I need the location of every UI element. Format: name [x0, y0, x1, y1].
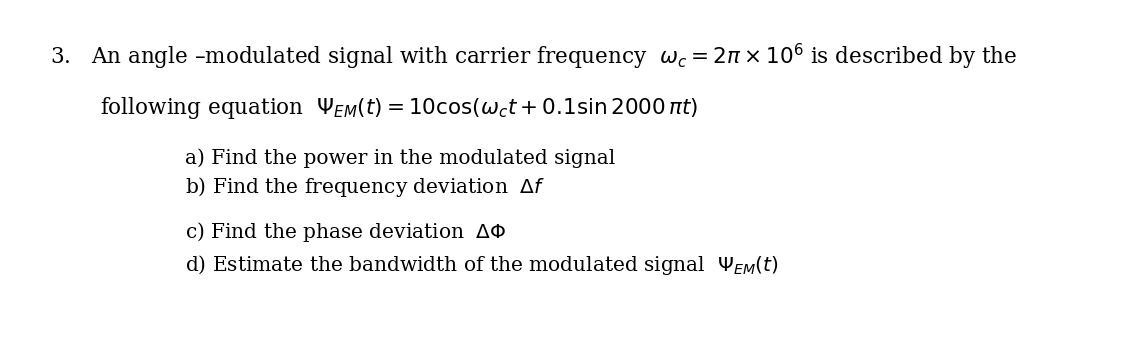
- Text: c) Find the phase deviation  $\Delta\Phi$: c) Find the phase deviation $\Delta\Phi$: [185, 220, 506, 244]
- Text: b) Find the frequency deviation  $\Delta f$: b) Find the frequency deviation $\Delta …: [185, 175, 545, 199]
- Text: 3.   An angle –modulated signal with carrier frequency  $\omega_c = 2\pi \times : 3. An angle –modulated signal with carri…: [50, 42, 1017, 72]
- Text: following equation  $\Psi_{EM}(t) = 10\cos(\omega_c t + 0.1\sin 2000\,\pi t)$: following equation $\Psi_{EM}(t) = 10\co…: [100, 95, 698, 121]
- Text: d) Estimate the bandwidth of the modulated signal  $\Psi_{EM}(t)$: d) Estimate the bandwidth of the modulat…: [185, 253, 778, 277]
- Text: a) Find the power in the modulated signal: a) Find the power in the modulated signa…: [185, 148, 615, 168]
